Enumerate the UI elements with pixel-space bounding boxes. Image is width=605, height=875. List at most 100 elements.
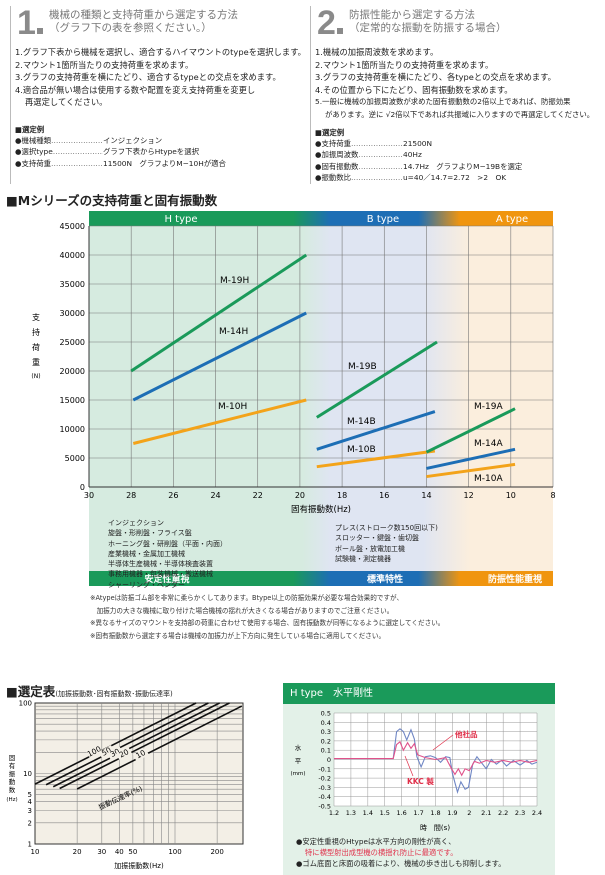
series-label: M-19B bbox=[348, 362, 377, 372]
series-label: M-10A bbox=[474, 474, 503, 484]
x-tick-label: 20 bbox=[295, 491, 305, 500]
x-axis-label: 時 間(s) bbox=[420, 824, 450, 832]
series-label: M-10B bbox=[347, 445, 376, 455]
series-line-m-14b bbox=[316, 410, 436, 451]
notes: ※Atypeは防振ゴム部を非常に柔らかくしてあります。Btype以上の防振効果が… bbox=[90, 594, 445, 640]
y-tick-label: 0.5 bbox=[321, 710, 331, 718]
x-tick-label: 2.1 bbox=[481, 809, 491, 817]
series-label: M-14H bbox=[219, 327, 248, 337]
machines-h-list: インジェクション 旋盤・形削盤・フライス盤 ホーニング盤・研削盤（平面・内面） 産業機… bbox=[108, 519, 227, 589]
type-band bbox=[89, 211, 553, 226]
x-tick-label: 2.2 bbox=[498, 809, 508, 817]
x-tick-label: 26 bbox=[168, 491, 178, 500]
y-tick-label: -0.3 bbox=[318, 784, 331, 792]
y-tick-label: -0.2 bbox=[318, 775, 331, 783]
y-tick-label: 0 bbox=[80, 483, 85, 492]
section-2: 2 防振性能から選定する方法 （定常的な振動を防振する場合） 1.機械の加振周波数… bbox=[310, 6, 605, 184]
main-chart: 30 28 26 24 22 20 18 16 14 12 10 8 0 5000 10000 15000 20… bbox=[31, 211, 556, 586]
x-tick-label: 1.8 bbox=[430, 809, 440, 817]
svg-text:固: 固 bbox=[9, 754, 16, 762]
steps-list: 1.グラフ下表から機械を選択し、適合するハイマウントのtypeを選択します。 2.… bbox=[15, 47, 306, 108]
x-tick-label: 1.6 bbox=[396, 809, 406, 817]
x-tick-label: 28 bbox=[126, 491, 136, 500]
y-tick-label: -0.5 bbox=[318, 803, 331, 811]
x-tick-label: 10 bbox=[506, 491, 516, 500]
y-tick-label: 1 bbox=[28, 841, 32, 849]
y-tick-label: 0.3 bbox=[321, 728, 331, 736]
svg-text:(mm): (mm) bbox=[290, 771, 305, 777]
y-tick-label: 5000 bbox=[65, 454, 85, 463]
x-tick-label: 100 bbox=[168, 848, 181, 856]
x-tick-label: 200 bbox=[210, 848, 223, 856]
svg-text:(N): (N) bbox=[31, 373, 40, 380]
label-bg bbox=[132, 747, 149, 762]
x-tick-label: 1.4 bbox=[363, 809, 373, 817]
svg-text:振: 振 bbox=[9, 769, 16, 778]
y-tick-label: 15000 bbox=[60, 396, 85, 405]
characteristic-band bbox=[89, 571, 553, 586]
y-tick-label: 0.1 bbox=[321, 747, 331, 755]
x-tick-label: 50 bbox=[128, 848, 137, 856]
series-line-m-10b bbox=[316, 449, 436, 469]
y-tick-label: 20000 bbox=[60, 367, 85, 376]
svg-text:持: 持 bbox=[32, 327, 40, 337]
y-tick-label: 40000 bbox=[60, 251, 85, 260]
htype-description: ●安定性重視のHtypeは水平方向の剛性が高く、 特に横型射出成型機の横揺れ防止… bbox=[296, 837, 506, 868]
x-tick-label: 1.5 bbox=[380, 809, 390, 817]
x-tick-label: 40 bbox=[115, 848, 124, 856]
section-title: 防振性能から選定する方法 （定常的な振動を防振する場合） bbox=[349, 9, 507, 34]
characteristic-stability: 安定性重視 bbox=[144, 573, 189, 585]
series-line-m-19b bbox=[315, 340, 438, 419]
y-tick-label: 4 bbox=[28, 798, 33, 806]
steps-list: 1.機械の加振周波数を求めます。 2.マウント1箇所当たりの支持荷重を求めます。 3… bbox=[315, 47, 595, 119]
y-tick-label: -0.1 bbox=[318, 765, 331, 773]
svg-text:支: 支 bbox=[32, 312, 40, 322]
legend-kkc: KKC 製 bbox=[407, 776, 434, 786]
series-label: M-19H bbox=[220, 276, 249, 286]
x-tick-label: 1.9 bbox=[447, 809, 457, 817]
svg-text:水: 水 bbox=[295, 743, 302, 752]
y-tick-label: 2 bbox=[28, 819, 32, 827]
series-label: M-10H bbox=[218, 402, 247, 412]
x-tick-label: 12 bbox=[464, 491, 474, 500]
transmissibility-label: 10 bbox=[134, 748, 147, 761]
label-bg bbox=[86, 745, 103, 759]
chart-background bbox=[89, 211, 553, 585]
series-line-m-19a bbox=[425, 407, 516, 454]
x-tick-label: 20 bbox=[73, 848, 82, 856]
x-tick-label: 8 bbox=[550, 491, 555, 500]
y-tick-label: 10000 bbox=[60, 425, 85, 434]
series-line-m-14a bbox=[426, 447, 516, 470]
label-bg bbox=[116, 746, 133, 761]
section-number: 2 bbox=[317, 6, 343, 40]
x-tick-label: 24 bbox=[210, 491, 220, 500]
transmissibility-line-10 bbox=[76, 705, 243, 790]
label-bg bbox=[98, 745, 115, 759]
y-tick-label: 45000 bbox=[60, 222, 85, 231]
series-line-m-10h bbox=[132, 398, 307, 445]
svg-text:(Hz): (Hz) bbox=[6, 797, 17, 803]
y-tick-label: 25000 bbox=[60, 338, 85, 347]
kkc-line bbox=[334, 740, 538, 777]
y-tick-label: -0.4 bbox=[318, 793, 331, 801]
selection-table-title: ■選定表(加振振動数･固有振動数･振動伝達率) bbox=[6, 684, 173, 699]
legend-other: 他社品 bbox=[454, 729, 478, 739]
x-axis-label: 加振振動数(Hz) bbox=[114, 861, 164, 870]
svg-text:荷: 荷 bbox=[32, 342, 40, 352]
svg-text:動: 動 bbox=[9, 777, 16, 786]
svg-text:重: 重 bbox=[32, 357, 40, 367]
transmissibility-label: 20 bbox=[118, 747, 131, 760]
main-chart-title: ■Mシリーズの支持荷重と固有振動数 bbox=[6, 193, 218, 208]
x-axis-label: 固有振動数(Hz) bbox=[291, 504, 351, 515]
competitor-line bbox=[334, 728, 538, 794]
svg-text:有: 有 bbox=[9, 761, 16, 770]
htype-panel-title: H type 水平剛性 bbox=[283, 683, 555, 704]
section-1: 1 機械の種類と支持荷重から選定する方法 （グラフ下の表を参照ください。） 1.グ… bbox=[10, 6, 306, 184]
x-tick-label: 1.7 bbox=[413, 809, 423, 817]
y-tick-label: 30000 bbox=[60, 309, 85, 318]
x-tick-label: 2.4 bbox=[532, 809, 542, 817]
y-tick-label: 5 bbox=[28, 791, 32, 799]
legend-other-arrow bbox=[432, 734, 454, 751]
label-bg bbox=[107, 746, 124, 761]
svg-text:数: 数 bbox=[9, 785, 16, 794]
